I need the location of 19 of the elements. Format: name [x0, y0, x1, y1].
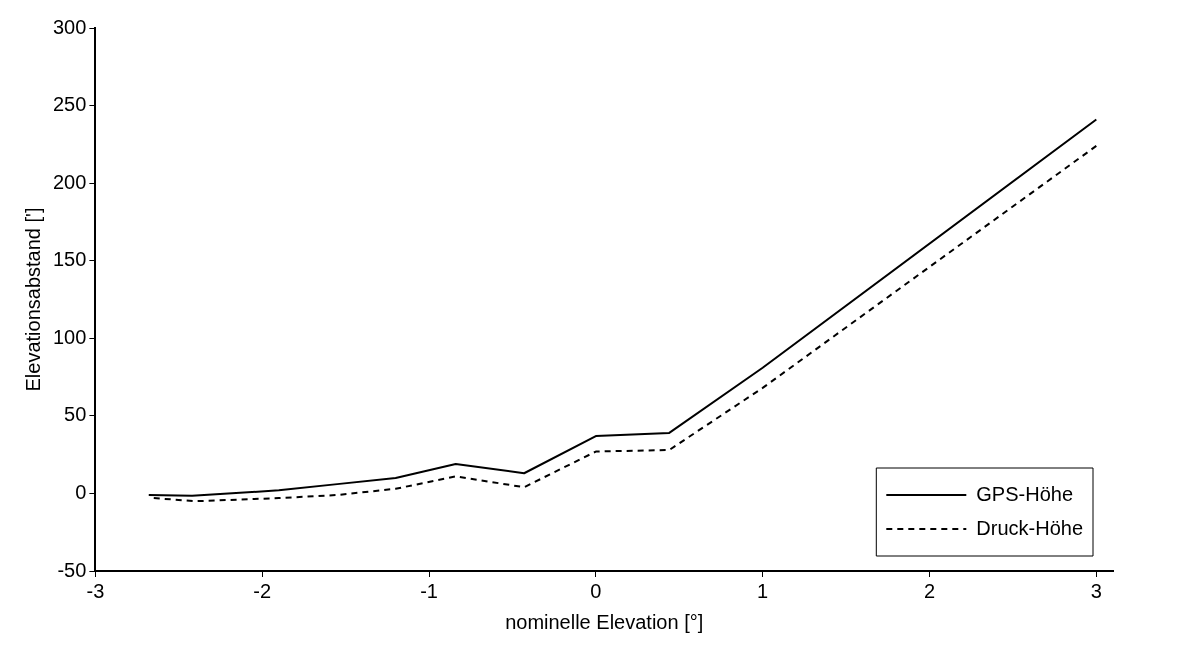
y-tick-label: 250	[52, 93, 87, 116]
legend-label: Druck-Höhe	[976, 516, 1083, 539]
x-tick-label: -2	[253, 579, 272, 602]
y-tick-label: -50	[57, 558, 87, 581]
x-axis-title: nominelle Elevation [°]	[505, 610, 704, 633]
x-tick-label: 3	[1090, 579, 1102, 602]
x-tick-label: 1	[757, 579, 769, 602]
x-tick-label: 0	[590, 579, 602, 602]
y-tick-label: 150	[52, 248, 87, 271]
legend-label: GPS-Höhe	[976, 482, 1074, 505]
y-tick-label: 200	[52, 170, 87, 193]
y-tick-label: 0	[75, 480, 87, 503]
y-tick-label: 300	[52, 15, 87, 38]
y-tick-label: 100	[52, 325, 87, 348]
x-tick-label: 2	[923, 579, 936, 602]
x-tick-label: -3	[86, 579, 105, 602]
x-tick-label: -1	[420, 579, 438, 602]
y-tick-label: 50	[64, 403, 87, 426]
y-axis-title: Elevationsabstand [']	[21, 207, 44, 392]
